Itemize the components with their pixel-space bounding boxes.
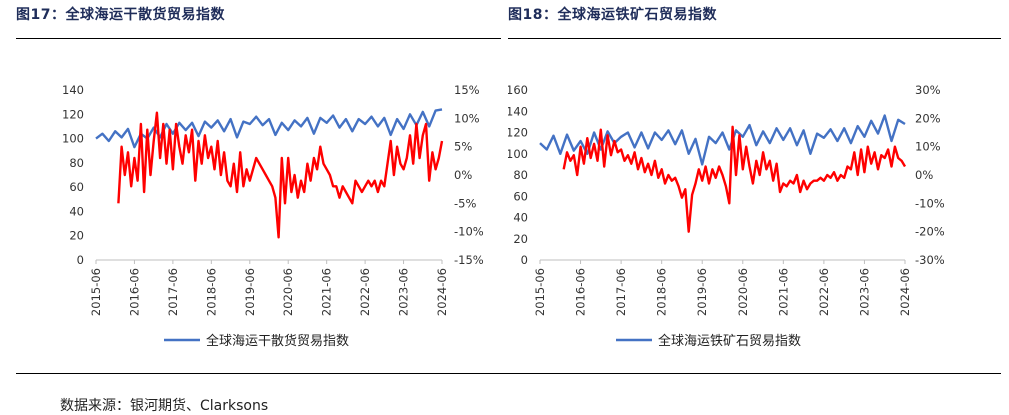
y-right-tick-label: 10% [454, 111, 480, 125]
y-right-tick-label: -10% [915, 196, 945, 210]
y-left-tick-label: 40 [69, 204, 84, 218]
x-tick-label: 2020-06 [736, 268, 750, 316]
x-tick-label: 2019-06 [695, 268, 709, 316]
x-tick-label: 2017-06 [614, 268, 628, 316]
y-left-tick-label: 80 [513, 168, 528, 182]
y-right-tick-label: 15% [454, 83, 480, 97]
legend-label: 全球海运铁矿石贸易指数 [658, 333, 801, 349]
x-tick-label: 2022-06 [817, 268, 831, 316]
y-left-tick-label: 100 [508, 147, 528, 161]
x-tick-label: 2018-06 [204, 268, 218, 316]
y-left-tick-label: 60 [513, 189, 528, 203]
y-left-tick-label: 100 [62, 132, 84, 146]
legend-label: 全球海运干散货贸易指数 [206, 333, 349, 349]
bottom-rule [16, 373, 1001, 374]
y-left-tick-label: 160 [508, 83, 528, 97]
y-left-tick-label: 60 [69, 180, 84, 194]
x-tick-label: 2020-06 [281, 268, 295, 316]
y-left-tick-label: 80 [69, 156, 84, 170]
source-note: 数据来源：银河期货、Clarksons [60, 398, 269, 414]
x-tick-label: 2015-06 [533, 268, 547, 316]
title-rule [508, 38, 1001, 39]
x-tick-label: 2023-06 [397, 268, 411, 316]
chart-title: 图17：全球海运干散货贸易指数 [16, 7, 225, 23]
y-right-tick-label: -30% [915, 253, 945, 267]
y-left-tick-label: 120 [62, 107, 84, 121]
chart-panel-ironore: 图18：全球海运铁矿石贸易指数 0 20 40 60 80 100 120 140 160 -30… [508, 0, 1002, 368]
index-series-line [539, 114, 906, 166]
ironore-chart: 0 20 40 60 80 100 120 140 160 -30% -20% -10% 0% 10% 20… [508, 83, 945, 349]
x-tick-label: 2019-06 [243, 268, 257, 316]
x-tick-label: 2021-06 [776, 268, 790, 316]
y-right-tick-label: -10% [454, 225, 484, 239]
y-right-tick-label: 5% [454, 140, 472, 154]
y-left-tick-label: 0 [77, 253, 84, 267]
chart-panel-drybulk: 图17：全球海运干散货贸易指数 0 20 40 60 80 100 120 140 -15% -1… [16, 0, 510, 368]
y-left-tick-label: 140 [508, 104, 528, 118]
y-right-tick-label: -15% [454, 253, 484, 267]
x-tick-label: 2024-06 [435, 268, 449, 316]
x-tick-label: 2016-06 [574, 268, 588, 316]
drybulk-chart: 0 20 40 60 80 100 120 140 -15% -10% -5% 0% 5% 10% 15% 2… [62, 83, 484, 349]
y-right-tick-label: 10% [915, 140, 941, 154]
index-series-line [95, 108, 443, 149]
x-tick-label: 2021-06 [320, 268, 334, 316]
y-right-tick-label: 30% [915, 83, 941, 97]
chart-title: 图18：全球海运铁矿石贸易指数 [508, 7, 717, 23]
x-tick-label: 2015-06 [89, 268, 103, 316]
x-tick-label: 2016-06 [127, 268, 141, 316]
y-right-tick-label: 0% [915, 168, 933, 182]
title-rule [16, 38, 501, 39]
yoy-series-line [117, 111, 444, 239]
y-left-tick-label: 0 [521, 253, 528, 267]
y-right-tick-label: -20% [915, 225, 945, 239]
x-tick-label: 2022-06 [358, 268, 372, 316]
x-tick-label: 2017-06 [166, 268, 180, 316]
y-left-tick-label: 40 [513, 211, 528, 225]
y-right-tick-label: 0% [454, 168, 472, 182]
y-left-tick-label: 140 [62, 83, 84, 97]
y-right-tick-label: 20% [915, 111, 941, 125]
yoy-series-line [562, 125, 907, 233]
y-left-tick-label: 120 [508, 126, 528, 140]
x-tick-label: 2018-06 [655, 268, 669, 316]
y-left-tick-label: 20 [69, 229, 84, 243]
x-tick-label: 2024-06 [898, 268, 912, 316]
y-right-tick-label: -5% [454, 196, 476, 210]
x-tick-label: 2023-06 [857, 268, 871, 316]
y-left-tick-label: 20 [513, 232, 528, 246]
